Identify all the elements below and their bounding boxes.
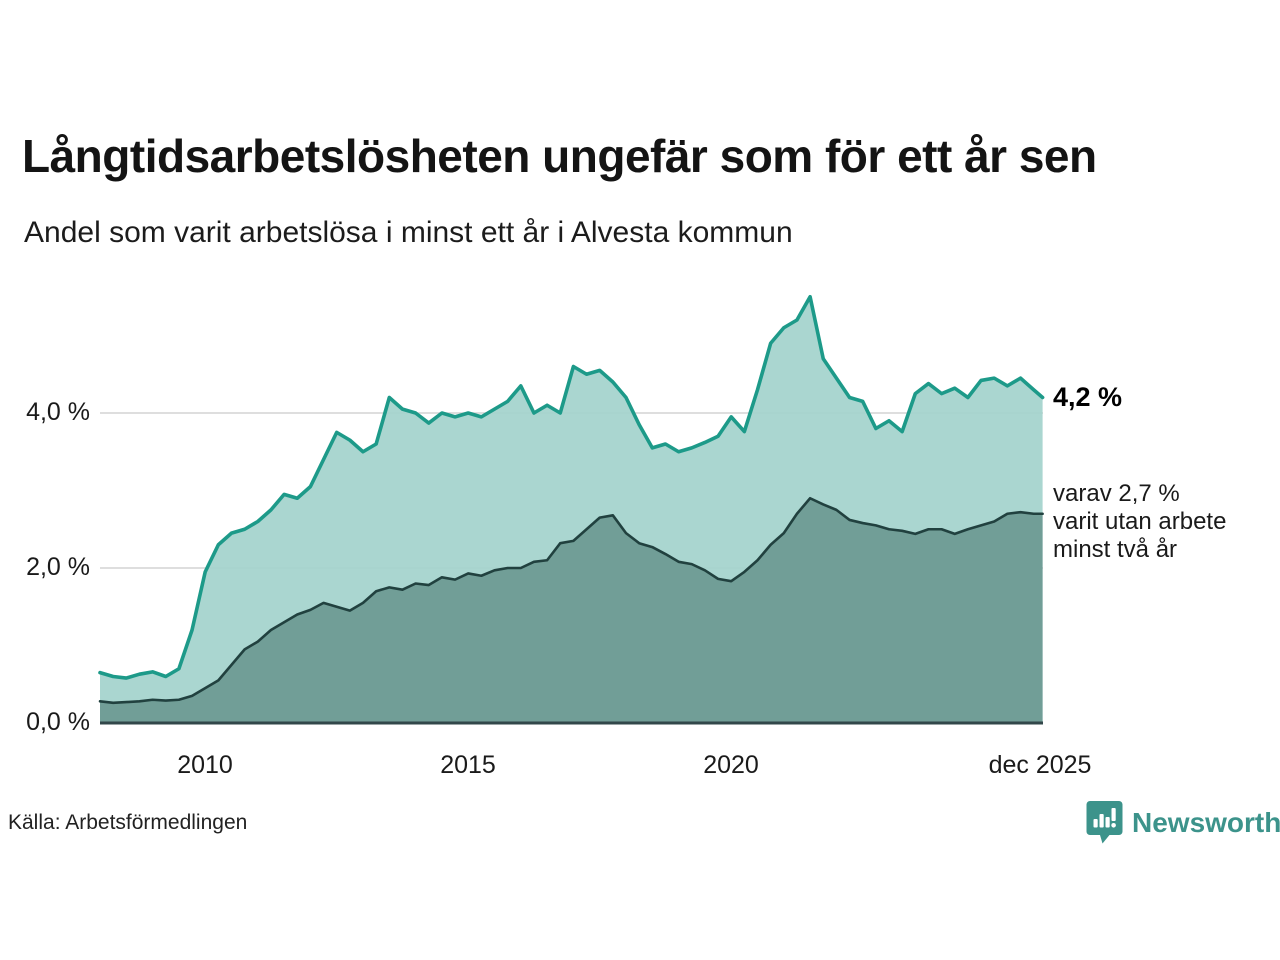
secondary-label-line2: varit utan arbete [1053,508,1227,535]
x-axis-tick-2020: 2020 [703,751,759,779]
y-axis-tick-0: 0,0 % [26,708,90,736]
source-attribution: Källa: Arbetsförmedlingen [8,811,248,834]
newsworthy-logo-icon [1086,801,1123,844]
secondary-label-line3: minst två år [1053,536,1178,563]
area-chart-plot [98,290,1045,726]
line-unemployed-2yr [98,496,1044,705]
x-axis-tick-dec-2025: dec 2025 [988,751,1092,779]
chart-canvas [98,294,1045,725]
newsworthy-wordmark: Newsworthy [1132,806,1280,838]
area-unemployed-2yr [100,498,1043,723]
y-axis-tick-2: 2,0 % [26,553,90,581]
chart-subtitle: Andel som varit arbetslösa i minst ett å… [24,216,793,249]
x-axis-tick-2010: 2010 [177,751,233,779]
y-axis-tick-4: 4,0 % [26,398,90,426]
latest-value-label: 4,2 % [1053,382,1123,412]
secondary-series-label: varav 2,7 % varit utan arbete minst två … [1053,480,1226,564]
line-unemployed-1yr [98,294,1045,680]
newsworthy-brand: Newsworthy [1086,800,1280,845]
chart-title: Långtidsarbetslösheten ungefär som för e… [22,130,1097,182]
secondary-label-line1: varav 2,7 % [1053,480,1180,507]
x-axis-tick-2015: 2015 [440,751,496,779]
